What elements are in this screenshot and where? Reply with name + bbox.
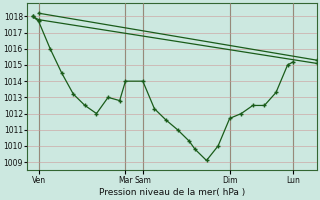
X-axis label: Pression niveau de la mer( hPa ): Pression niveau de la mer( hPa ) (99, 188, 245, 197)
